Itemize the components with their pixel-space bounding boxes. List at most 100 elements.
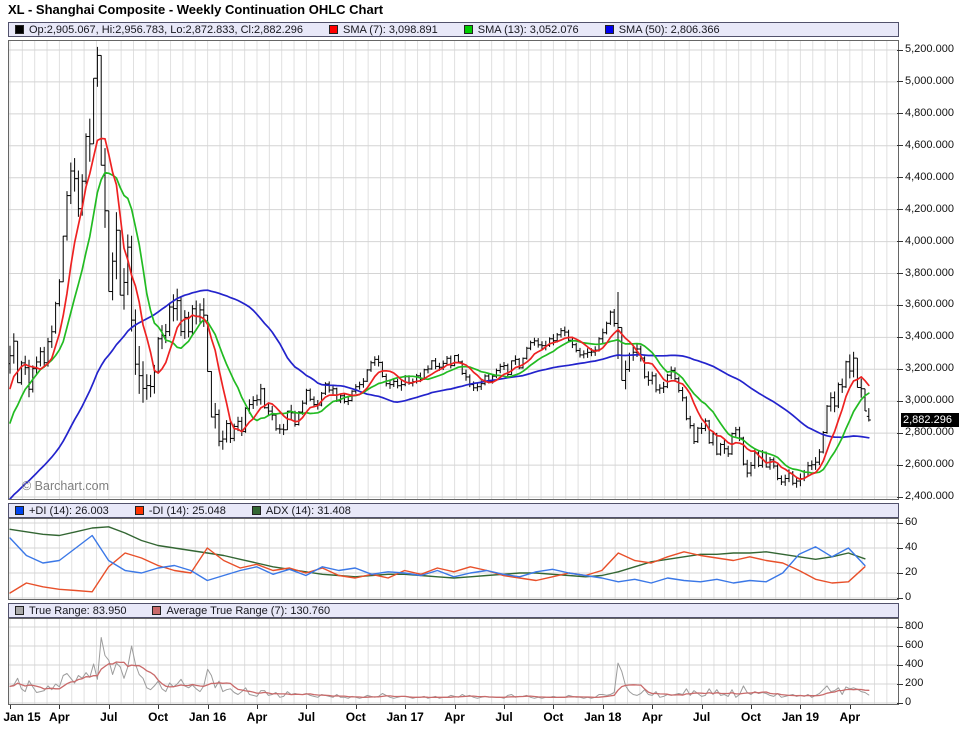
legend-minus-di-label: -DI (14): 25.048 (148, 504, 226, 517)
adx-swatch-icon (251, 506, 261, 515)
y-axis-label: 3,600.000 (905, 298, 954, 311)
x-axis-tick (108, 705, 110, 709)
x-axis-label: Apr (444, 710, 465, 724)
x-axis-label: Apr (641, 710, 663, 724)
x-axis-tick (355, 705, 357, 709)
y-axis-label: 60 (905, 516, 918, 528)
x-axis-label: Jan 16 (188, 710, 227, 724)
legend-sma13-label: SMA (13): 3,052.076 (477, 23, 579, 36)
ohlc-swatch-icon (15, 25, 24, 34)
x-axis-label: Jul (692, 710, 711, 724)
x-axis-tick (10, 705, 11, 709)
y-axis-label: 4,600.000 (905, 138, 954, 151)
y-axis-tick (897, 432, 903, 434)
y-axis-tick (897, 177, 903, 179)
y-axis-tick (897, 547, 903, 549)
y-axis-tick (897, 496, 903, 498)
x-axis-label: Oct (740, 710, 761, 724)
x-axis-tick (701, 705, 703, 709)
di-legend-bar: +DI (14): 26.003 -DI (14): 25.048 ADX (1… (8, 503, 899, 518)
sma7-swatch-icon (329, 25, 338, 34)
x-axis-tick (602, 705, 604, 709)
main-price-chart (8, 40, 899, 500)
y-axis-tick (897, 209, 903, 211)
legend-sma50-label: SMA (50): 2,806.366 (618, 23, 720, 36)
y-axis-tick (897, 81, 903, 83)
y-axis-label: 4,800.000 (905, 106, 954, 119)
y-axis-tick (897, 683, 903, 685)
y-axis-label: 0 (905, 591, 912, 603)
true-range-swatch-icon (15, 606, 24, 615)
y-axis-label: 5,000.000 (905, 74, 954, 87)
x-axis-tick (257, 705, 258, 709)
legend-plus-di-label: +DI (14): 26.003 (29, 504, 109, 517)
x-axis-tick (59, 705, 61, 709)
y-axis-label: 2,800.000 (905, 426, 954, 439)
y-axis-tick (897, 273, 903, 274)
y-axis-label: 4,400.000 (905, 170, 954, 183)
x-axis-label: Jul (495, 710, 513, 724)
legend-adx-label: ADX (14): 31.408 (265, 504, 351, 517)
atr-legend-bar: True Range: 83.950 Average True Range (7… (8, 603, 899, 618)
x-axis-tick (800, 705, 802, 709)
y-axis-label: 2,400.000 (905, 490, 954, 502)
sma50-swatch-icon (604, 25, 614, 34)
y-axis-label: 4,200.000 (905, 202, 954, 215)
y-axis-label: 3,200.000 (905, 362, 954, 375)
x-axis-label: Apr (246, 710, 268, 724)
legend-true-range-label: True Range: 83.950 (29, 604, 127, 617)
y-axis-tick (897, 572, 903, 574)
legend-true-range: True Range: 83.950 (15, 605, 126, 617)
x-axis-tick (405, 705, 407, 709)
x-axis-tick (454, 705, 456, 709)
legend-sma7: SMA (7): 3,098.891 (329, 24, 438, 36)
y-axis-label: 3,400.000 (905, 330, 954, 343)
y-axis-tick (897, 113, 903, 115)
legend-sma7-label: SMA (7): 3,098.891 (343, 23, 438, 36)
legend-ohlc: Op:2,905.067, Hi:2,956.783, Lo:2,872.833… (15, 24, 303, 36)
y-axis-tick (897, 664, 903, 666)
x-axis-tick (849, 705, 851, 709)
x-axis-tick (158, 705, 160, 709)
legend-adx: ADX (14): 31.408 (251, 504, 351, 517)
x-axis-label: Jul (100, 710, 118, 724)
x-axis-label: Oct (345, 710, 366, 724)
y-axis-tick (897, 626, 903, 628)
y-axis-tick (897, 241, 903, 243)
x-axis-tick (306, 705, 308, 709)
y-axis-label: 4,000.000 (905, 234, 954, 247)
main-legend-bar: Op:2,905.067, Hi:2,956.783, Lo:2,872.833… (8, 22, 899, 37)
y-axis-tick (897, 400, 903, 402)
legend-minus-di: -DI (14): 25.048 (134, 504, 226, 517)
y-axis-label: 200 (905, 677, 924, 689)
x-axis-label: Jul (297, 710, 316, 724)
y-axis-label: 600 (905, 639, 924, 651)
di-indicator-chart (8, 518, 899, 600)
y-axis-tick (897, 702, 903, 704)
y-axis-tick (897, 304, 903, 306)
x-axis-tick (751, 705, 752, 709)
y-axis-tick (897, 522, 903, 524)
watermark: © Barchart.com (22, 479, 110, 493)
y-axis-label: 2,600.000 (905, 458, 954, 471)
x-axis-label: Jan 18 (584, 710, 622, 724)
legend-sma50: SMA (50): 2,806.366 (604, 23, 720, 36)
y-axis-tick (897, 597, 903, 599)
legend-ohlc-label: Op:2,905.067, Hi:2,956.783, Lo:2,872.833… (29, 23, 303, 36)
legend-avg-true-range-label: Average True Range (7): 130.760 (166, 604, 331, 617)
x-axis-label: Apr (839, 710, 861, 724)
sma13-swatch-icon (463, 25, 473, 34)
legend-avg-true-range: Average True Range (7): 130.760 (152, 605, 330, 617)
legend-plus-di: +DI (14): 26.003 (15, 505, 109, 517)
y-axis-label: 40 (905, 541, 918, 553)
y-axis-tick (897, 145, 903, 147)
minus-di-swatch-icon (134, 506, 144, 515)
y-axis-label: 0 (905, 696, 912, 708)
y-axis-tick (897, 464, 903, 466)
legend-sma13: SMA (13): 3,052.076 (463, 23, 579, 36)
y-axis-label: 5,200.000 (905, 43, 954, 55)
x-axis-label: Jan 19 (781, 710, 820, 724)
x-axis-tick (652, 705, 654, 709)
x-axis-tick (207, 705, 209, 709)
x-axis-label: Apr (49, 710, 70, 724)
